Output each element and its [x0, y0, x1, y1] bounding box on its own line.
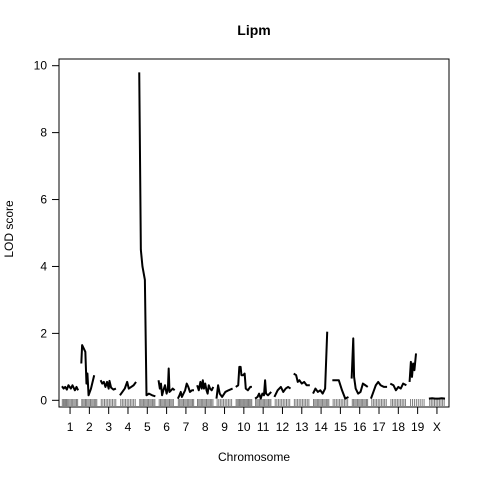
chromosome-label: 10: [237, 420, 251, 434]
y-axis: 0 2 4 6 8 10: [34, 59, 59, 408]
y-tick-label: 0: [40, 393, 47, 407]
chromosome-label: 6: [163, 420, 170, 434]
lod-curves: [62, 72, 445, 398]
chromosome-label: 15: [334, 420, 348, 434]
chromosome-label: 8: [202, 420, 209, 434]
lod-line-chr-4: [120, 382, 136, 395]
lod-line-chr-15: [332, 380, 348, 398]
y-tick-label: 8: [40, 126, 47, 140]
x-axis-label: Chromosome: [218, 450, 290, 464]
chromosome-label: 14: [314, 420, 328, 434]
lod-line-chr-2: [81, 345, 94, 395]
y-tick-label: 6: [40, 193, 47, 207]
lod-line-chr-9: [216, 385, 232, 398]
chromosome-label: 12: [276, 420, 290, 434]
lod-line-chr-14: [313, 332, 327, 394]
chromosome-label: 11: [257, 420, 270, 434]
y-tick-label: 10: [34, 59, 48, 73]
lod-line-chr-1: [62, 385, 78, 390]
chromosome-label: 4: [125, 420, 132, 434]
chromosome-label: 17: [372, 420, 386, 434]
lod-line-chr-7: [178, 384, 194, 399]
chromosome-label: 16: [353, 420, 367, 434]
lod-line-chr-12: [274, 387, 290, 397]
lod-line-chr-19: [410, 353, 416, 381]
lod-line-chr-6: [159, 369, 175, 396]
lod-line-chr-17: [371, 382, 387, 399]
marker-rug: [62, 399, 444, 406]
lod-line-chr-5: [139, 72, 155, 396]
lod-line-chr-3: [101, 380, 116, 389]
chromosome-label: 5: [144, 420, 151, 434]
chromosome-label: 13: [295, 420, 309, 434]
lod-line-chr-13: [294, 374, 310, 386]
lod-line-chr-8: [197, 380, 213, 393]
lod-line-chr-18: [390, 384, 406, 391]
chromosome-label: 1: [67, 420, 74, 434]
y-tick-label: 4: [40, 259, 47, 273]
y-tick-label: 2: [40, 326, 47, 340]
y-axis-label: LOD score: [2, 200, 16, 258]
chromosome-label: X: [433, 420, 441, 434]
chart-title: Lipm: [237, 22, 270, 38]
chromosome-label: 7: [183, 420, 190, 434]
lod-line-chr-16: [352, 338, 368, 393]
lod-line-chr-10: [236, 367, 252, 390]
chromosome-label: 18: [392, 420, 406, 434]
chromosome-label: 2: [86, 420, 93, 434]
plot-frame: [59, 59, 449, 407]
chromosome-label: 9: [221, 420, 228, 434]
chromosome-label: 3: [105, 420, 112, 434]
lod-line-chr-11: [255, 380, 271, 398]
chromosome-label: 19: [411, 420, 425, 434]
